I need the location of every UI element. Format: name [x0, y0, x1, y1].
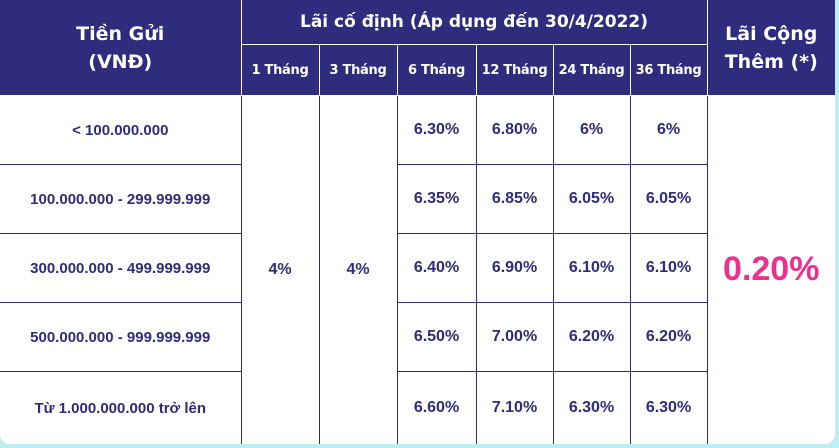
deposit-amount: < 100.000.000: [0, 95, 242, 165]
term-12-month: 12 Tháng: [475, 44, 554, 96]
term-3-month: 3 Tháng: [318, 44, 398, 96]
rate-1-month: 4%: [240, 95, 320, 444]
rate-36-month: 6.05%: [629, 164, 708, 234]
rate-6-month: 6.30%: [396, 95, 477, 165]
deposit-amount: Từ 1.000.000.000 trở lên: [0, 371, 242, 444]
rate-6-month: 6.50%: [396, 302, 477, 372]
table-row: < 100.000.000 4% 4% 6.30% 6.80% 6% 6% 0.…: [0, 95, 835, 444]
rate-12-month: 6.80%: [475, 95, 554, 165]
table-row: 300.000.000 - 499.999.999 6.40% 6.90% 6.…: [0, 233, 835, 303]
rate-6-month: 6.40%: [396, 233, 477, 303]
rate-24-month: 6.20%: [552, 302, 631, 372]
rate-6-month: 6.60%: [396, 371, 477, 444]
term-6-month: 6 Tháng: [396, 44, 477, 96]
rate-12-month: 7.00%: [475, 302, 554, 372]
rate-24-month: 6%: [552, 95, 631, 165]
rate-36-month: 6.20%: [629, 302, 708, 372]
deposit-amount: 300.000.000 - 499.999.999: [0, 233, 242, 303]
table-row: Từ 1.000.000.000 trở lên 6.60% 7.10% 6.3…: [0, 371, 835, 444]
rate-3-month: 4%: [318, 95, 398, 444]
rate-24-month: 6.30%: [552, 371, 631, 444]
rate-6-month: 6.35%: [396, 164, 477, 234]
rate-12-month: 6.85%: [475, 164, 554, 234]
deposit-amount: 500.000.000 - 999.999.999: [0, 302, 242, 372]
deposit-amount: 100.000.000 - 299.999.999: [0, 164, 242, 234]
rate-12-month: 6.90%: [475, 233, 554, 303]
bonus-rate-header: Lãi Cộng Thêm (*): [706, 0, 835, 96]
rate-12-month: 7.10%: [475, 371, 554, 444]
term-24-month: 24 Tháng: [552, 44, 631, 96]
bonus-rate: 0.20%: [706, 95, 835, 444]
fixed-rate-header: Lãi cố định (Áp dụng đến 30/4/2022): [240, 0, 708, 45]
rate-24-month: 6.10%: [552, 233, 631, 303]
term-1-month: 1 Tháng: [241, 44, 320, 96]
deposit-header: Tiền Gửi (VNĐ): [0, 0, 242, 96]
rate-36-month: 6.10%: [629, 233, 708, 303]
rate-36-month: 6%: [629, 95, 708, 165]
table-row: 500.000.000 - 999.999.999 6.50% 7.00% 6.…: [0, 302, 835, 372]
rate-36-month: 6.30%: [629, 371, 708, 444]
rate-24-month: 6.05%: [552, 164, 631, 234]
term-36-month: 36 Tháng: [629, 44, 707, 96]
